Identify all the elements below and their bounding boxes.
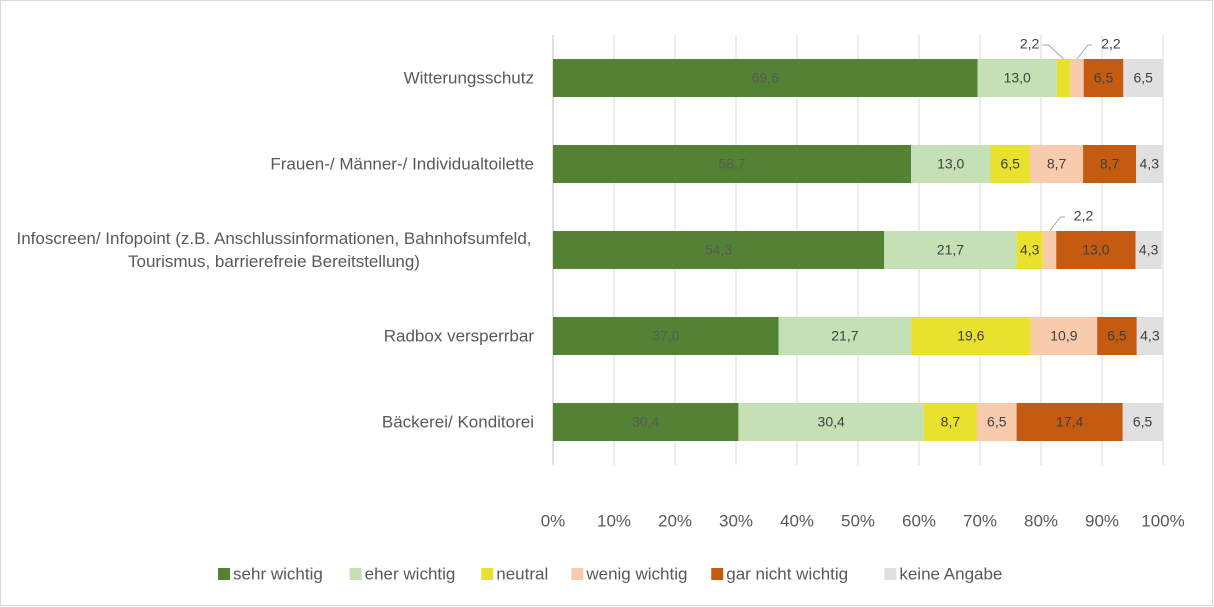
x-tick-label: 30% (719, 511, 753, 530)
category-label: Frauen-/ Männer-/ Individualtoilette (270, 153, 534, 176)
data-label: 2,2 (1101, 36, 1121, 52)
legend-swatch (571, 568, 584, 580)
x-tick-label: 80% (1024, 511, 1058, 530)
data-label: 8,7 (1100, 156, 1120, 172)
bar-segment (1135, 231, 1162, 269)
legend-label: keine Angabe (899, 564, 1002, 583)
legend-swatch (884, 568, 897, 580)
data-label: 58,7 (718, 156, 745, 172)
bar-segment (1056, 231, 1136, 269)
bar-segment (1070, 59, 1084, 97)
bar-segment (553, 145, 912, 183)
legend-swatch (481, 568, 494, 580)
bar-segment (1030, 317, 1098, 355)
data-label: 6,5 (1000, 156, 1020, 172)
x-tick-label: 60% (902, 511, 936, 530)
x-tick-label: 20% (658, 511, 692, 530)
bar-segment (1083, 59, 1124, 97)
bar-segment (976, 403, 1017, 441)
bar-segment (553, 317, 779, 355)
bar-segment (553, 59, 978, 97)
bar-segment (1136, 145, 1163, 183)
bar-segment (923, 403, 977, 441)
x-tick-label: 90% (1085, 511, 1119, 530)
legend-label: eher wichtig (365, 564, 456, 583)
leader-line (1049, 216, 1065, 232)
bar-segment (1123, 59, 1163, 97)
bar-segment (977, 59, 1057, 97)
bar-segment (1042, 231, 1057, 269)
data-label: 4,3 (1139, 242, 1159, 258)
legend-label: wenig wichtig (585, 564, 687, 583)
legend-swatch (349, 568, 362, 580)
data-label: 13,0 (937, 156, 964, 172)
legend-label: neutral (496, 564, 548, 583)
category-label: Infoscreen/ Infopoint (z.B. Anschlussinf… (14, 227, 534, 273)
bar-segment (911, 317, 1031, 355)
data-label: 21,7 (937, 242, 964, 258)
data-label: 69,6 (752, 70, 779, 86)
data-label: 6,5 (1133, 70, 1153, 86)
bar-segment (1136, 317, 1163, 355)
x-tick-label: 100% (1141, 511, 1184, 530)
leader-line (1076, 44, 1093, 60)
bar-segment (1030, 145, 1084, 183)
data-label: 4,3 (1140, 328, 1160, 344)
data-label: 6,5 (1133, 414, 1153, 430)
legend-label: sehr wichtig (233, 564, 323, 583)
category-text: Witterungsschutz (403, 68, 534, 88)
x-tick-label: 70% (963, 511, 997, 530)
data-label: 6,5 (1107, 328, 1127, 344)
data-label: 2,2 (1074, 208, 1094, 224)
data-label: 8,7 (941, 414, 961, 430)
category-text: Radbox versperrbar (383, 326, 534, 346)
x-tick-label: 0% (541, 511, 566, 530)
x-tick-label: 50% (841, 511, 875, 530)
data-label: 4,3 (1140, 156, 1160, 172)
data-label: 10,9 (1050, 328, 1077, 344)
data-label: 30,4 (818, 414, 845, 430)
bar-segment (738, 403, 924, 441)
data-label: 6,5 (987, 414, 1007, 430)
legend-label: gar nicht wichtig (726, 564, 848, 583)
bar-segment (1122, 403, 1163, 441)
legend-swatch (711, 568, 724, 580)
data-label: 21,7 (831, 328, 858, 344)
x-tick-label: 40% (780, 511, 814, 530)
bar-segment (1083, 145, 1137, 183)
bar-segment (1016, 403, 1123, 441)
bar-segment (553, 231, 885, 269)
bar-segment (1097, 317, 1137, 355)
data-label: 13,0 (1082, 242, 1109, 258)
data-label: 37,0 (652, 328, 679, 344)
bar-segment (778, 317, 912, 355)
data-label: 30,4 (632, 414, 659, 430)
leader-line (1042, 44, 1064, 60)
category-label: Bäckerei/ Konditorei (382, 411, 534, 434)
data-label: 4,3 (1020, 242, 1040, 258)
category-text: Frauen-/ Männer-/ Individualtoilette (270, 154, 534, 174)
bar-segment (990, 145, 1031, 183)
category-label: Radbox versperrbar (384, 325, 534, 348)
bar-segment (911, 145, 991, 183)
data-label: 17,4 (1056, 414, 1083, 430)
data-label: 13,0 (1004, 70, 1031, 86)
category-label: Witterungsschutz (404, 67, 534, 90)
data-label: 2,2 (1020, 36, 1040, 52)
x-tick-label: 10% (597, 511, 631, 530)
data-label: 8,7 (1047, 156, 1067, 172)
category-text: Bäckerei/ Konditorei (381, 412, 534, 432)
category-text: Infoscreen/ Infopoint (z.B. Anschlussinf… (16, 229, 532, 271)
legend-swatch (218, 568, 231, 580)
data-label: 54,3 (705, 242, 732, 258)
bar-segment (553, 403, 739, 441)
bar-segment (884, 231, 1017, 269)
bar-segment (1056, 59, 1071, 97)
data-label: 19,6 (957, 328, 984, 344)
bar-segment (1016, 231, 1043, 269)
data-label: 6,5 (1094, 70, 1114, 86)
